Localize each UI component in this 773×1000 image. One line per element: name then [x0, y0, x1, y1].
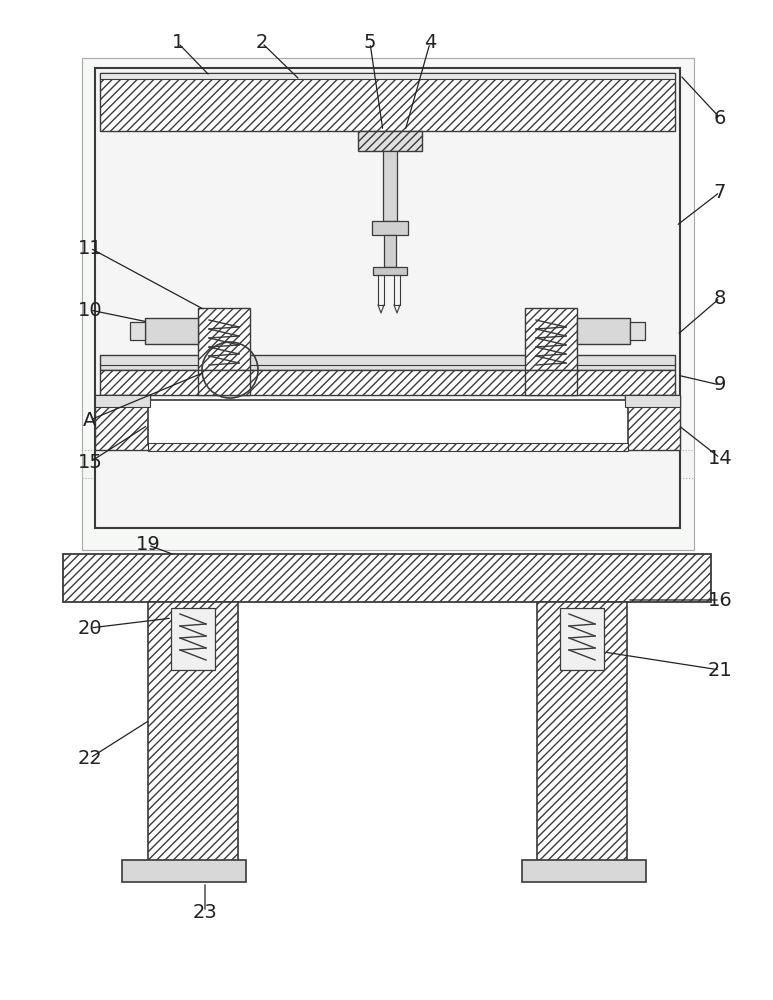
Bar [383, 151, 397, 221]
Text: 10: 10 [78, 300, 102, 320]
Bar [537, 602, 627, 864]
Text: 11: 11 [77, 238, 102, 257]
Bar [148, 400, 628, 445]
Bar [122, 860, 246, 882]
Bar [625, 395, 680, 450]
Text: 15: 15 [77, 452, 103, 472]
Text: 5: 5 [364, 33, 376, 52]
Text: 19: 19 [135, 536, 160, 554]
Bar [525, 370, 577, 395]
Bar [373, 267, 407, 275]
Bar [522, 860, 646, 882]
Text: 9: 9 [713, 375, 726, 394]
Text: 8: 8 [713, 288, 726, 308]
Bar [577, 318, 630, 344]
Bar [560, 608, 604, 670]
Bar [82, 58, 694, 550]
Bar [100, 73, 675, 79]
Bar [95, 68, 680, 528]
Bar [95, 395, 150, 450]
Text: 4: 4 [424, 33, 436, 52]
Bar [63, 554, 711, 602]
Text: 2: 2 [256, 33, 268, 52]
Bar [95, 395, 150, 407]
Text: 7: 7 [713, 182, 726, 202]
Text: 21: 21 [707, 660, 732, 680]
Bar [525, 308, 577, 370]
Text: 14: 14 [707, 448, 732, 468]
Text: 1: 1 [172, 33, 184, 52]
Bar [148, 443, 628, 451]
Bar [171, 608, 215, 670]
Bar [100, 73, 675, 131]
Bar [82, 450, 694, 478]
Bar [630, 322, 645, 340]
Bar [358, 131, 422, 151]
Bar [82, 58, 694, 550]
Bar [100, 370, 675, 395]
Bar [372, 221, 408, 235]
Bar [198, 308, 250, 370]
Text: A: A [83, 410, 97, 430]
Text: 20: 20 [78, 618, 102, 638]
Bar [198, 370, 250, 395]
Bar [625, 395, 680, 407]
Text: 22: 22 [77, 748, 102, 768]
Text: 6: 6 [713, 108, 726, 127]
Text: 23: 23 [192, 902, 217, 922]
Bar [130, 322, 145, 340]
Bar [148, 602, 238, 864]
Bar [384, 235, 396, 267]
Text: 16: 16 [707, 590, 732, 609]
Bar [100, 355, 675, 370]
Bar [145, 318, 198, 344]
